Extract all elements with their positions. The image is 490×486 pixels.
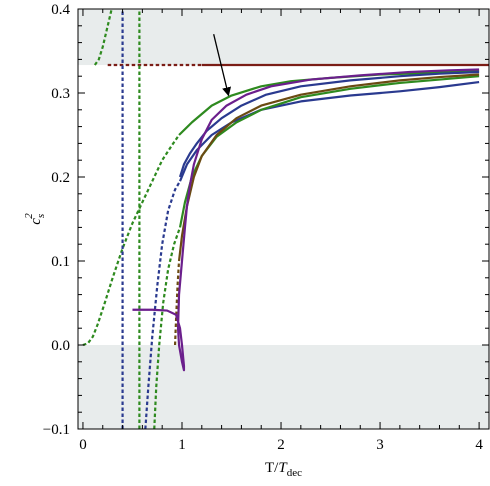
x-tick-label: 2 xyxy=(277,437,285,453)
y-tick-label: 0.4 xyxy=(51,2,70,18)
x-tick-label: 4 xyxy=(475,437,483,453)
y-tick-label: 0.2 xyxy=(51,170,70,186)
series-line-12 xyxy=(177,73,480,262)
series-line-3 xyxy=(178,70,480,136)
plot-frame xyxy=(77,8,490,430)
y-axis-label: cs2 xyxy=(23,213,47,225)
series-line-14 xyxy=(132,68,480,372)
annotation-arrow-layer xyxy=(213,34,232,97)
x-axis-label-main: T/ xyxy=(265,460,279,476)
y-tick-label: 0.3 xyxy=(51,86,70,102)
series-line-13 xyxy=(178,70,480,178)
y-axis-label-base: c xyxy=(28,218,44,225)
series-layer xyxy=(82,9,489,429)
series-line-2 xyxy=(82,134,180,347)
series-line-11 xyxy=(173,260,181,346)
series-line-9 xyxy=(153,227,182,429)
x-axis-label-subscript: dec xyxy=(287,467,302,479)
x-tick-label: 0 xyxy=(79,437,87,453)
y-tick-label: 0.1 xyxy=(51,254,70,270)
x-tick-label: 3 xyxy=(376,437,384,453)
axis-ticks xyxy=(78,8,489,430)
annotation-arrow xyxy=(213,34,232,97)
y-tick-label: 0.0 xyxy=(51,338,70,354)
x-tick-label: 1 xyxy=(178,437,186,453)
y-axis-label-subscript: s xyxy=(35,214,47,218)
series-line-7 xyxy=(144,180,181,429)
y-tick-label: −0.1 xyxy=(43,422,70,438)
x-axis-label: T/Tdec xyxy=(265,460,302,479)
tick-labels: 0 1 2 3 4 −0.1 0.0 0.1 0.2 0.3 0.4 xyxy=(43,2,484,453)
x-axis-label-italic: T xyxy=(278,460,288,476)
shaded-region-0 xyxy=(78,9,489,66)
y-axis-label-superscript: 2 xyxy=(23,213,35,219)
